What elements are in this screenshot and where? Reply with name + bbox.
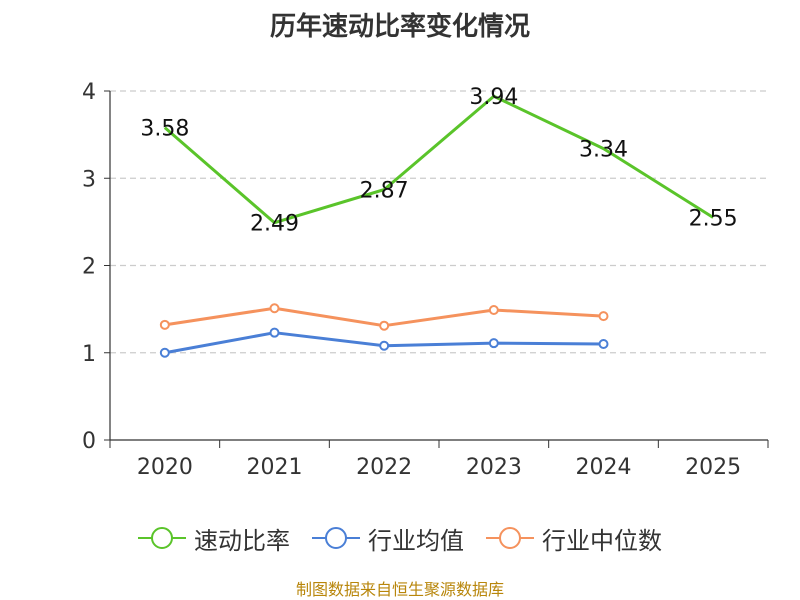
x-tick-label: 2025 [685, 455, 741, 480]
data-point [488, 338, 499, 349]
data-point [488, 304, 499, 315]
data-point [159, 319, 170, 330]
data-point [379, 340, 390, 351]
data-point [379, 320, 390, 331]
legend: 速动比率 行业均值 行业中位数 [0, 518, 800, 558]
data-point [598, 311, 609, 322]
series-lines [159, 94, 714, 358]
x-tick-label: 2024 [576, 455, 632, 480]
data-label: 2.87 [360, 179, 409, 204]
data-point [598, 339, 609, 350]
series-line [163, 94, 714, 225]
y-tick-label: 3 [82, 167, 96, 192]
data-label: 3.94 [469, 85, 518, 110]
y-tick-label: 4 [82, 80, 96, 105]
data-source-note: 制图数据来自恒生聚源数据库 [295, 580, 504, 599]
data-label: 2.55 [689, 207, 738, 232]
data-point [269, 327, 280, 338]
data-label: 3.34 [579, 138, 628, 163]
data-point [269, 303, 280, 314]
data-label: 2.49 [250, 212, 299, 237]
chart-title: 历年速动比率变化情况 [269, 12, 530, 42]
data-label: 3.58 [140, 117, 189, 142]
legend-line-circle-icon [312, 527, 360, 549]
legend-item-industry-median[interactable]: 行业中位数 [486, 521, 662, 556]
data-point [159, 347, 170, 358]
legend-item-quick-ratio[interactable]: 速动比率 [138, 521, 290, 556]
grid-lines [110, 90, 768, 354]
legend-label: 行业中位数 [542, 526, 662, 555]
x-tick-label: 2023 [466, 455, 522, 480]
x-tick-label: 2022 [356, 455, 412, 480]
legend-line-circle-icon [138, 527, 186, 549]
axes: 0 1 2 3 4 2020 2021 2022 2023 2024 2025 [82, 80, 769, 480]
legend-line-circle-icon [486, 527, 534, 549]
y-tick-label: 1 [82, 342, 96, 367]
legend-label: 行业均值 [368, 526, 464, 555]
data-labels: 3.58 2.49 2.87 3.94 3.34 2.55 [140, 85, 737, 237]
legend-label: 速动比率 [194, 526, 290, 555]
x-tick-label: 2020 [137, 455, 193, 480]
y-tick-label: 2 [82, 255, 96, 280]
y-tick-label: 0 [82, 429, 96, 454]
legend-item-industry-mean[interactable]: 行业均值 [312, 521, 464, 556]
x-tick-label: 2021 [247, 455, 303, 480]
